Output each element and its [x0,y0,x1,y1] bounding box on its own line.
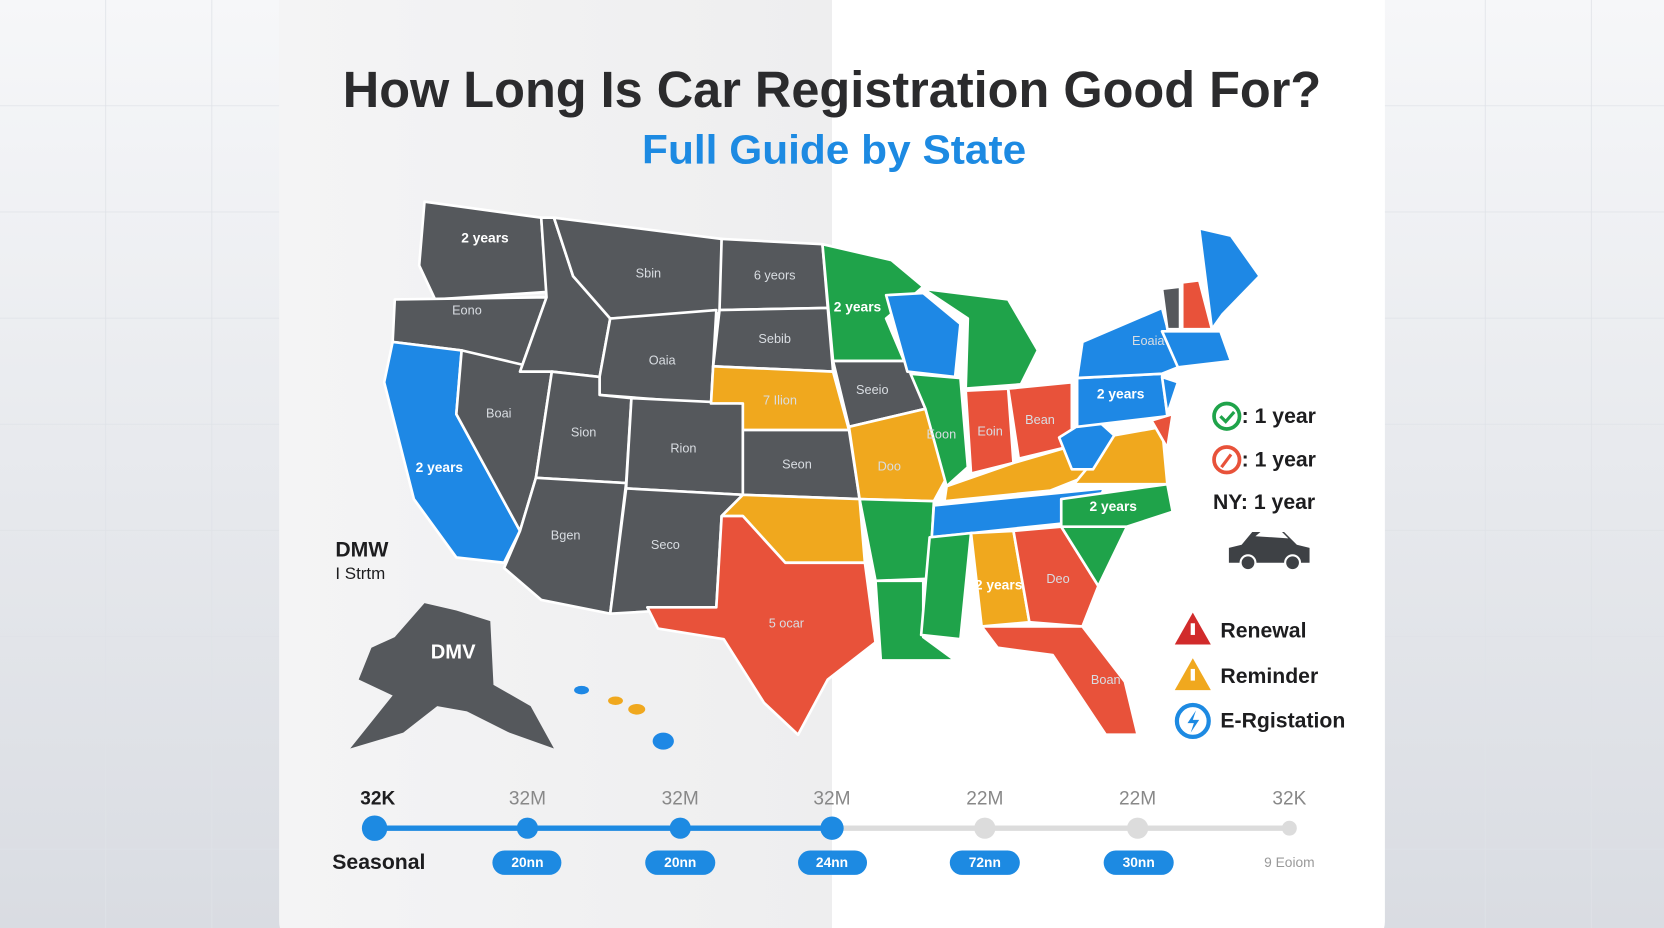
state-label: 2 years [461,231,509,246]
timeline-pill-label: 72nn [969,855,1001,870]
side-label: I Strtm [335,564,385,583]
state-label: Sebib [758,331,791,346]
legend-icon [1212,401,1242,431]
state-label: 2 years [416,460,464,475]
timeline-node [361,815,388,841]
state-label: Sbin [636,265,661,280]
timeline: 32K 32M 32M 32M 22M 22M 32K Seasonal 20n… [332,789,1315,875]
alaska-label: DMV [431,641,476,663]
state-label: 2 years [1089,499,1137,514]
state-label: Eoon [926,427,956,442]
state-label: 2 years [834,300,882,315]
state-label: 6 yeors [754,267,796,282]
timeline-pill [492,850,562,875]
title: How Long Is Car Registration Good For? [343,61,1321,118]
state-label: Deo [1046,571,1069,586]
state-label: Eoin [977,424,1002,439]
car-icon [1239,554,1257,572]
timeline-node [1127,817,1149,839]
state-label: Bean [1025,412,1055,427]
state-label: Boan [1091,672,1121,687]
state-label: Seeio [856,382,889,397]
legend-icon [1174,702,1211,740]
timeline-top: 32M [813,789,850,810]
state-label: Eono [452,302,482,317]
us-map [350,200,1261,750]
timeline-pill [949,850,1020,875]
timeline-node [669,817,691,839]
timeline-pill-label: 20nn [511,855,543,870]
legend-icon [1220,453,1233,469]
state-label: 2 years [1097,387,1145,402]
state-label: 7 Ilion [763,393,797,408]
car-icon [1255,530,1289,539]
timeline-end-note: 9 Eoiom [1264,855,1315,870]
state-label: Seon [782,456,812,471]
legend-icon [1190,623,1195,635]
legend-label: : 1 year [1242,448,1316,471]
timeline-node [1281,820,1297,836]
legend-icon [1212,445,1242,475]
timeline-pill [645,850,716,875]
timeline-pill-label: 30nn [1123,855,1155,870]
timeline-pill-label: 24nn [816,855,848,870]
legend-label: : 1 year [1242,405,1316,428]
timeline-pill [798,850,868,875]
timeline-top: 32K [360,789,395,810]
state-label: Bgen [551,528,581,543]
timeline-top: 32K [1272,789,1306,810]
timeline-label: Seasonal [332,851,425,874]
timeline-node [974,817,996,839]
state-label: Rion [670,440,696,455]
timeline-node [516,817,539,839]
subtitle: Full Guide by State [642,127,1026,173]
legend-label: NY: 1 year [1213,491,1315,514]
state-label: Boai [486,405,511,420]
state-label: Oaia [649,352,677,367]
legend-icon [1219,410,1236,424]
state-label: 5 ocar [769,616,805,631]
legend: : 1 year : 1 year NY: 1 year Renewal Rem… [1174,401,1345,740]
timeline-pill [1103,850,1174,875]
state-labels: 2 years Eono Sbin 6 yeors Sebib Oaia Boa… [416,231,1166,687]
legend-label: Reminder [1220,665,1318,688]
timeline-top: 22M [1119,789,1156,810]
timeline-node [820,816,844,840]
timeline-top: 32M [509,789,546,810]
state-label: Eoaia [1132,333,1165,348]
timeline-pill-label: 20nn [664,855,696,870]
legend-label: E-Rgistation [1220,710,1345,733]
state-label: Seco [651,537,680,552]
timeline-top: 32M [662,789,699,810]
legend-label: Renewal [1220,619,1306,642]
state-label: 2 years [975,578,1023,593]
legend-icon [1187,710,1200,733]
state-label: Sion [571,425,596,440]
side-label: DMW [335,539,388,562]
state-label: Doo [878,459,901,474]
timeline-top: 22M [966,789,1003,810]
car-icon [1284,554,1302,572]
legend-icon [1190,668,1195,681]
